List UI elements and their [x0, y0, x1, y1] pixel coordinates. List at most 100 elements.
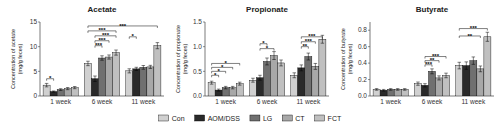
legend-item: FCT	[315, 115, 342, 122]
bar	[401, 89, 408, 96]
legend-item: LG	[250, 115, 272, 122]
error-bar	[479, 66, 483, 72]
error-bar	[217, 89, 221, 91]
bar	[140, 67, 147, 96]
error-bar	[382, 89, 386, 91]
bar	[394, 89, 401, 96]
error-bar	[458, 62, 462, 69]
error-bar	[135, 67, 139, 70]
x-tick-label: 6 week	[92, 98, 113, 105]
x-tick-label: 1 week	[380, 98, 401, 105]
x-tick-label: 11 week	[131, 98, 155, 105]
sig-label: ***	[308, 33, 316, 39]
x-tick-label: 6 week	[422, 98, 443, 105]
error-bar	[86, 61, 90, 65]
x-tick-label: 1 week	[215, 98, 236, 105]
legend-swatch	[195, 115, 205, 121]
error-bar	[465, 62, 469, 69]
error-bar	[472, 57, 476, 64]
y-label-line: (mg/g feces)	[17, 44, 23, 75]
bar	[470, 61, 477, 96]
error-bar	[66, 88, 70, 90]
page: {"chart_data": [ {"type": "bar", "title"…	[0, 0, 500, 128]
title: Butyrate	[416, 5, 449, 14]
y-tick-label: 0.0	[193, 92, 202, 99]
bar	[484, 37, 491, 96]
legend-label: FCT	[328, 115, 342, 122]
plot-area	[43, 43, 161, 96]
error-bar	[59, 89, 63, 91]
error-bar	[423, 84, 427, 87]
error-bar	[272, 52, 276, 60]
y-tick-label: 0.2	[358, 76, 367, 83]
legend-label: CT	[295, 115, 305, 122]
panel: AcetateConcentration of acetate(mg/g fec…	[10, 5, 164, 105]
error-bar	[403, 89, 407, 91]
legend-swatch	[250, 115, 260, 121]
error-bar	[73, 87, 77, 89]
sig-label: *	[132, 33, 135, 39]
bar	[236, 84, 243, 96]
y-label: Concentration of propionate(mg/g feces)	[175, 25, 188, 93]
x-tick-label: 1 week	[50, 98, 71, 105]
legend-swatch	[315, 115, 325, 121]
sig-label: *	[224, 60, 227, 66]
bar	[428, 71, 435, 96]
error-bar	[279, 60, 283, 66]
bar	[319, 39, 326, 96]
error-bar	[430, 69, 434, 74]
legend-item: AOM/DSS	[195, 115, 241, 122]
error-bar	[142, 66, 146, 70]
legend-item: Con	[159, 115, 185, 122]
sig-label: ***	[470, 25, 478, 31]
legend-label: Con	[172, 115, 185, 122]
legend-swatch	[282, 115, 292, 121]
error-bar	[231, 86, 235, 88]
sig-label: ***	[119, 23, 127, 29]
bar	[256, 78, 263, 96]
x-tick-label: 11 week	[461, 98, 485, 105]
bar	[312, 66, 319, 96]
bar	[456, 66, 463, 96]
bar	[477, 69, 484, 96]
error-bar	[300, 65, 304, 71]
error-bar	[107, 55, 111, 59]
sig-label: *	[262, 40, 265, 46]
bar	[50, 92, 57, 96]
bar	[57, 90, 64, 96]
y-label-line: Concentration of butyrate	[340, 28, 346, 90]
error-bar	[251, 78, 255, 82]
bar	[113, 53, 120, 96]
bar	[215, 90, 222, 96]
y-tick-label: 5	[33, 68, 37, 75]
bar	[106, 57, 113, 96]
legend-item: CT	[282, 115, 305, 122]
bar	[84, 63, 91, 96]
x-tick-label: 6 week	[257, 98, 278, 105]
sig-label: ***	[98, 27, 106, 33]
y-tick-label: 1.5	[193, 18, 202, 25]
error-bar	[375, 89, 379, 91]
error-bar	[52, 91, 56, 92]
error-bar	[389, 89, 393, 91]
y-label-line: (mg/g feces)	[182, 44, 188, 75]
error-bar	[93, 76, 97, 81]
error-bar	[156, 43, 160, 49]
bar	[436, 78, 443, 96]
error-bar	[258, 75, 262, 80]
bar	[263, 61, 270, 96]
bar	[443, 75, 450, 96]
y-label: Concentration of butyrate(mg/g feces)	[340, 28, 353, 90]
panel: PropionateConcentration of propionate(mg…	[175, 5, 329, 105]
bar	[133, 69, 140, 96]
error-bar	[45, 83, 49, 86]
error-bar	[396, 89, 400, 91]
y-tick-label: 0.4	[358, 59, 367, 66]
y-axis	[370, 22, 371, 96]
bar	[147, 67, 154, 96]
bar	[154, 46, 161, 96]
bar	[463, 66, 470, 96]
sig-label: *	[266, 45, 269, 51]
y-label-line: Concentration of acetate	[10, 29, 16, 89]
bar	[298, 68, 305, 96]
